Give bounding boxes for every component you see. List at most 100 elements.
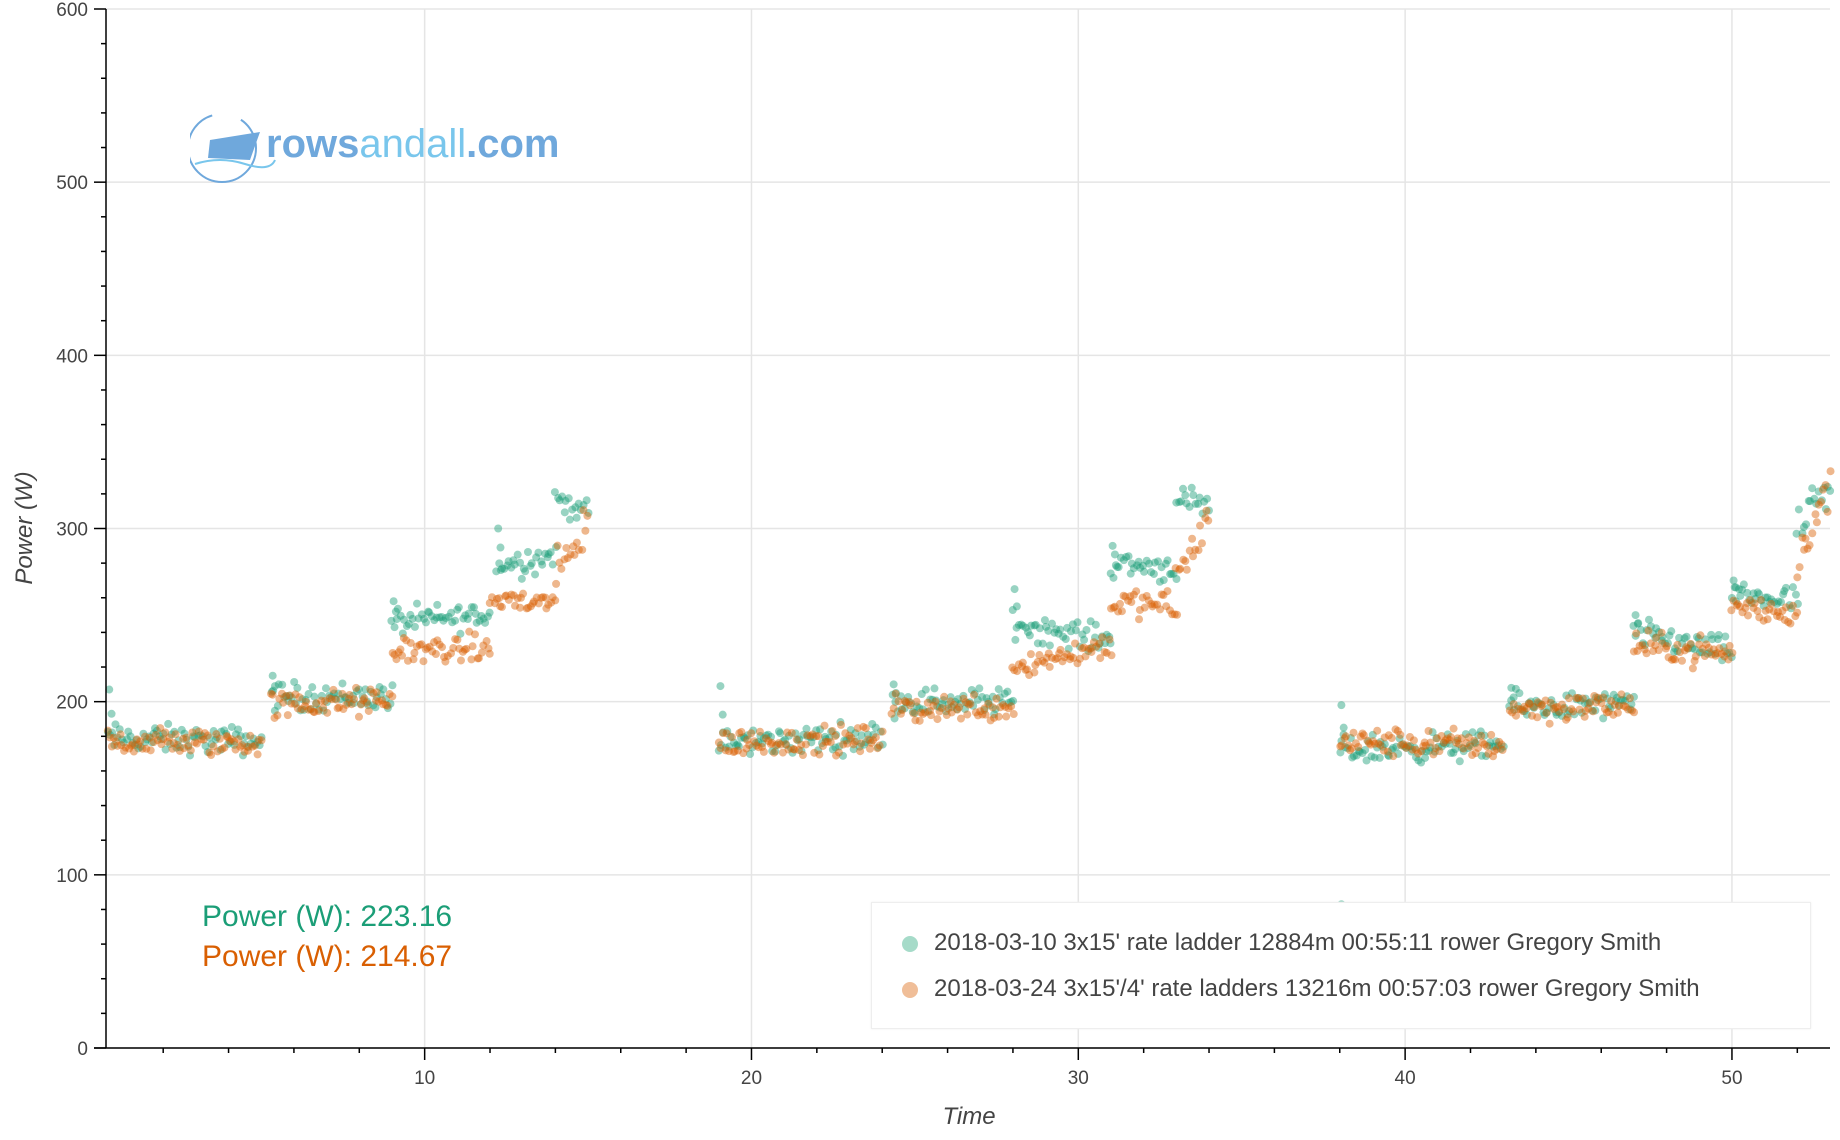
data-point-series-1 bbox=[904, 693, 913, 702]
data-point-series-2 bbox=[1060, 653, 1069, 662]
data-point-series-2 bbox=[1182, 565, 1191, 574]
legend-item-series-1[interactable]: 2018-03-10 3x15' rate ladder 12884m 00:5… bbox=[902, 929, 1661, 957]
data-point-series-1 bbox=[1453, 736, 1462, 745]
data-point-series-1 bbox=[257, 733, 266, 742]
data-point-series-1 bbox=[126, 732, 135, 741]
data-point-series-1 bbox=[298, 695, 307, 704]
data-point-series-2 bbox=[390, 650, 399, 659]
data-point-series-2 bbox=[767, 738, 776, 747]
data-point-series-2 bbox=[1038, 657, 1047, 666]
data-point-series-1 bbox=[935, 703, 944, 712]
data-point-series-1 bbox=[293, 683, 302, 692]
data-point-series-1 bbox=[174, 736, 183, 745]
data-point-series-2 bbox=[116, 730, 125, 739]
data-point-series-2 bbox=[1114, 607, 1123, 616]
data-point-series-1 bbox=[1050, 628, 1059, 637]
data-point-series-2 bbox=[541, 593, 550, 602]
data-point-series-2 bbox=[909, 709, 918, 718]
data-point-series-1 bbox=[1349, 752, 1358, 761]
data-point-series-2 bbox=[981, 710, 990, 719]
data-point-series-1 bbox=[1671, 644, 1680, 653]
data-point-series-2 bbox=[1713, 649, 1722, 658]
data-point-series-2 bbox=[1696, 631, 1705, 640]
data-point-series-2 bbox=[1047, 653, 1056, 662]
data-point-series-2 bbox=[435, 640, 444, 649]
data-point-series-2 bbox=[192, 739, 201, 748]
data-point-series-1 bbox=[1033, 639, 1042, 648]
data-point-series-1 bbox=[1626, 705, 1635, 714]
data-point-series-1 bbox=[1399, 742, 1408, 751]
data-point-series-1 bbox=[1794, 505, 1803, 514]
data-point-series-2 bbox=[1129, 590, 1138, 599]
data-point-series-2 bbox=[1803, 544, 1812, 553]
data-point-series-2 bbox=[220, 743, 229, 752]
data-point-series-1 bbox=[1010, 585, 1019, 594]
data-point-series-1 bbox=[930, 684, 939, 693]
data-point-series-1 bbox=[1631, 611, 1640, 620]
data-point-series-1 bbox=[1061, 635, 1070, 644]
data-point-series-2 bbox=[1337, 741, 1346, 750]
data-point-series-2 bbox=[1776, 612, 1785, 621]
data-point-series-1 bbox=[963, 699, 972, 708]
data-point-series-1 bbox=[296, 706, 305, 715]
data-point-series-1 bbox=[1547, 696, 1556, 705]
data-point-series-2 bbox=[864, 735, 873, 744]
data-point-series-2 bbox=[1116, 599, 1125, 608]
data-point-series-2 bbox=[338, 689, 347, 698]
data-point-series-2 bbox=[570, 550, 579, 559]
data-point-series-1 bbox=[1480, 731, 1489, 740]
legend-item-series-2[interactable]: 2018-03-24 3x15'/4' rate ladders 13216m … bbox=[902, 975, 1700, 1003]
data-point-series-1 bbox=[483, 612, 492, 621]
data-point-series-1 bbox=[1731, 583, 1740, 592]
data-point-series-2 bbox=[1753, 607, 1762, 616]
data-point-series-2 bbox=[1162, 602, 1171, 611]
data-point-series-2 bbox=[1363, 736, 1372, 745]
data-point-series-1 bbox=[574, 499, 583, 508]
logo-boat-icon bbox=[190, 113, 276, 183]
data-point-series-1 bbox=[851, 729, 860, 738]
data-point-series-2 bbox=[1709, 645, 1718, 654]
data-point-series-1 bbox=[345, 698, 354, 707]
data-point-series-1 bbox=[896, 692, 905, 701]
data-point-series-1 bbox=[771, 747, 780, 756]
data-point-series-1 bbox=[1021, 623, 1030, 632]
data-point-series-2 bbox=[142, 744, 151, 753]
data-point-series-1 bbox=[1725, 648, 1734, 657]
data-point-series-1 bbox=[278, 680, 287, 689]
data-point-series-2 bbox=[1704, 643, 1713, 652]
data-point-series-1 bbox=[240, 739, 249, 748]
data-point-series-1 bbox=[327, 692, 336, 701]
data-point-series-2 bbox=[1424, 727, 1433, 736]
data-point-series-2 bbox=[1165, 606, 1174, 615]
data-point-series-2 bbox=[374, 697, 383, 706]
data-point-series-2 bbox=[312, 699, 321, 708]
data-point-series-2 bbox=[161, 728, 170, 737]
data-point-series-2 bbox=[1721, 647, 1730, 656]
data-point-series-2 bbox=[1654, 646, 1663, 655]
data-point-series-1 bbox=[1808, 484, 1817, 493]
data-point-series-1 bbox=[464, 609, 473, 618]
data-point-series-1 bbox=[1591, 693, 1600, 702]
data-point-series-2 bbox=[1098, 633, 1107, 642]
data-point-series-1 bbox=[1536, 700, 1545, 709]
data-point-series-1 bbox=[413, 599, 422, 608]
data-point-series-1 bbox=[1511, 684, 1520, 693]
data-point-series-1 bbox=[1418, 747, 1427, 756]
data-point-series-2 bbox=[794, 746, 803, 755]
data-point-series-1 bbox=[814, 746, 823, 755]
data-point-series-2 bbox=[456, 656, 465, 665]
data-point-series-1 bbox=[1780, 587, 1789, 596]
data-point-series-2 bbox=[332, 695, 341, 704]
data-point-series-2 bbox=[1197, 539, 1206, 548]
data-point-series-2 bbox=[1477, 731, 1486, 740]
data-point-series-2 bbox=[750, 737, 759, 746]
data-point-series-2 bbox=[1409, 736, 1418, 745]
data-point-series-2 bbox=[1720, 652, 1729, 661]
data-point-series-2 bbox=[1119, 591, 1128, 600]
data-point-series-1 bbox=[477, 611, 486, 620]
data-point-series-2 bbox=[1340, 734, 1349, 743]
data-point-series-1 bbox=[231, 730, 240, 739]
data-point-series-1 bbox=[1468, 728, 1477, 737]
data-point-series-1 bbox=[113, 733, 122, 742]
data-point-series-1 bbox=[151, 724, 160, 733]
